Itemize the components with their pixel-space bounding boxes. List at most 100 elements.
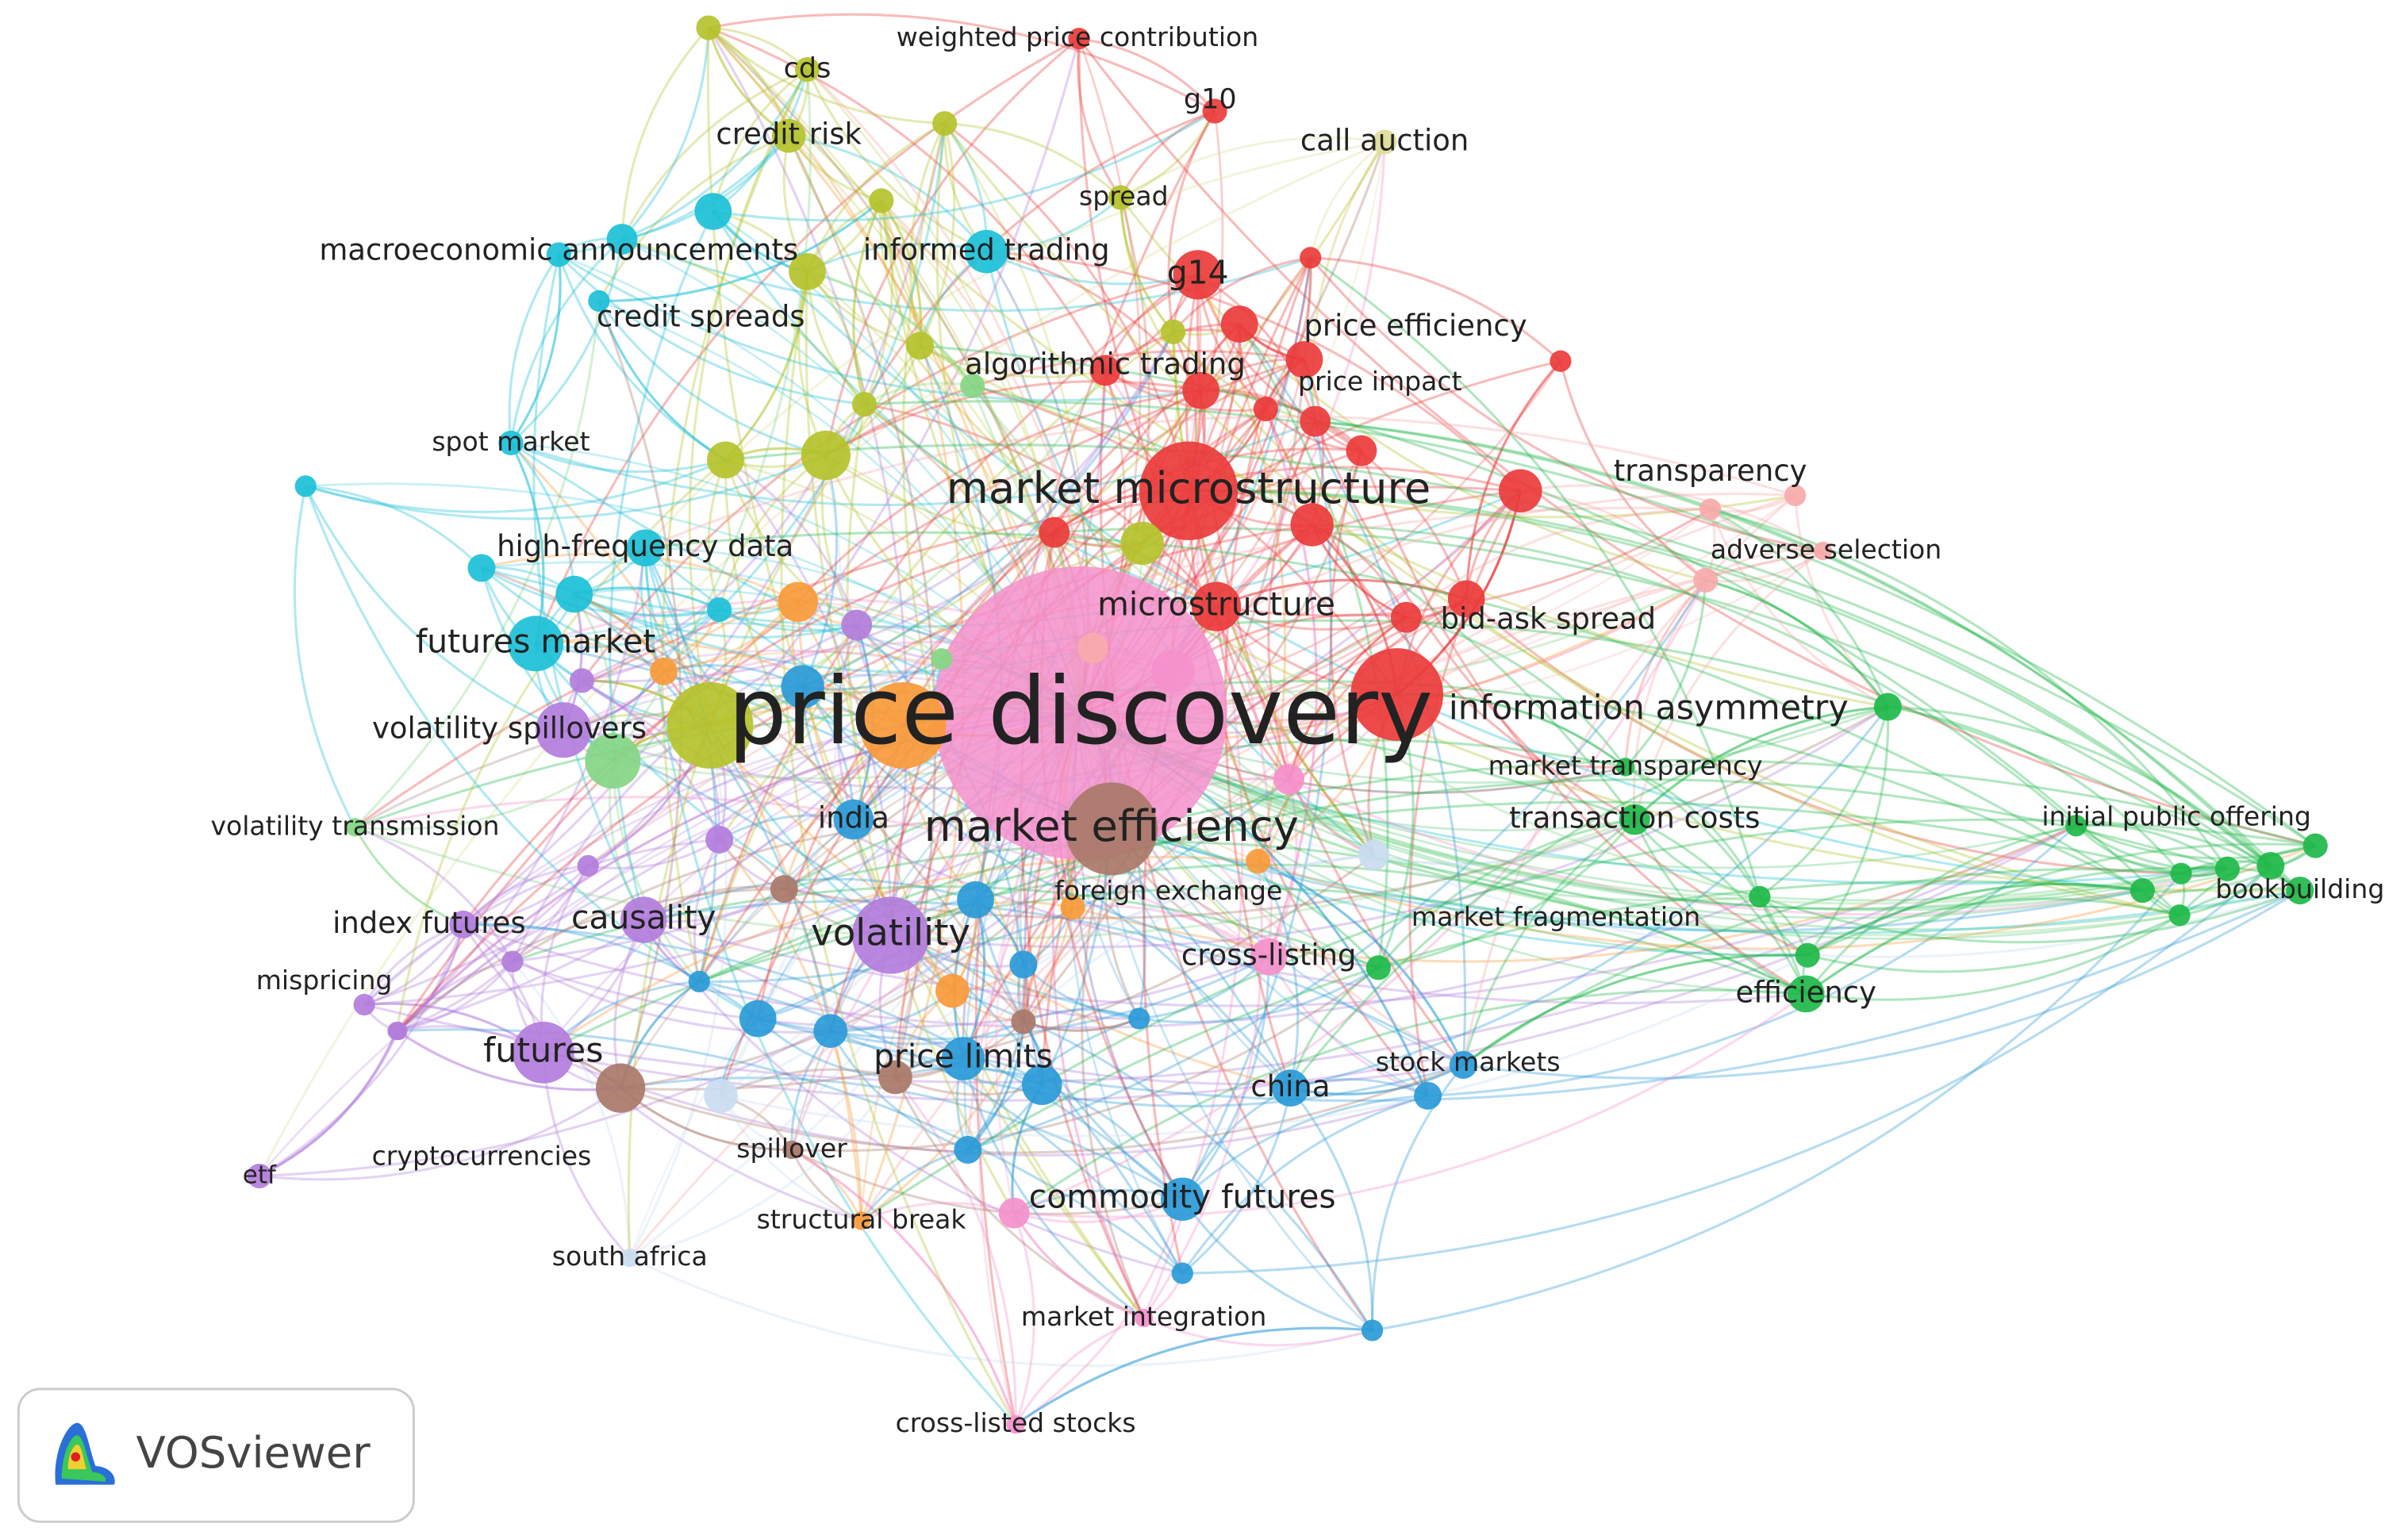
edge xyxy=(718,542,1143,841)
edge xyxy=(1072,824,2077,963)
edge xyxy=(712,109,1216,222)
node xyxy=(964,229,1008,274)
logo: VOSviewer xyxy=(17,1387,415,1523)
edge xyxy=(801,455,839,688)
edge xyxy=(864,403,1218,608)
node xyxy=(869,188,894,213)
edge xyxy=(806,68,987,253)
edge xyxy=(1794,495,1889,708)
edge xyxy=(791,1149,863,1222)
edge xyxy=(724,459,855,821)
node xyxy=(1089,355,1121,386)
edge xyxy=(2179,887,2301,917)
edge xyxy=(1709,508,1889,708)
node xyxy=(1253,397,1278,422)
node xyxy=(1077,632,1108,664)
node-label: transparency xyxy=(1614,454,1807,488)
edge xyxy=(543,800,2182,1054)
node xyxy=(577,854,599,877)
node-label: market microstructure xyxy=(947,462,1431,513)
edge xyxy=(724,271,809,461)
edge xyxy=(1805,824,2077,995)
edge xyxy=(1634,705,1888,821)
edge xyxy=(1013,988,1807,1214)
edge xyxy=(1119,198,1174,333)
edge xyxy=(1632,579,1707,820)
node xyxy=(1246,849,1271,874)
edge xyxy=(463,895,1761,1030)
node-label: informed trading xyxy=(863,233,1110,267)
node-label: cds xyxy=(784,53,831,85)
edge xyxy=(791,1149,1017,1425)
edge xyxy=(864,400,2317,847)
edge xyxy=(1264,408,1636,821)
edge xyxy=(2075,824,2182,875)
node xyxy=(1414,1081,1442,1110)
edge xyxy=(1315,420,2272,867)
edge xyxy=(880,200,923,346)
edge xyxy=(699,980,1184,1275)
node-label: adverse selection xyxy=(1711,534,1941,565)
node xyxy=(1300,405,1331,437)
edge xyxy=(807,270,974,387)
edge xyxy=(1054,526,2301,892)
edge xyxy=(1461,818,1636,1065)
edge xyxy=(824,454,1143,547)
edge xyxy=(783,840,1807,996)
node xyxy=(851,1211,871,1230)
edge xyxy=(791,1149,1017,1425)
edge xyxy=(543,824,2077,1102)
edge xyxy=(395,888,785,1032)
node xyxy=(1615,758,1635,777)
edge xyxy=(620,68,808,240)
edge xyxy=(1405,508,1711,619)
edge xyxy=(397,924,465,1032)
edge xyxy=(543,1051,1429,1157)
edge xyxy=(1080,712,2272,911)
edge xyxy=(757,1017,896,1079)
edge xyxy=(1759,889,2301,944)
edge xyxy=(1077,38,1122,198)
edge xyxy=(354,827,464,926)
edge xyxy=(643,919,1183,1275)
node-label: credit spreads xyxy=(597,299,805,333)
node-label: price discovery xyxy=(728,658,1433,766)
edge xyxy=(829,1030,969,1151)
node xyxy=(1139,441,1239,540)
edge xyxy=(806,122,946,273)
node-label: market transparency xyxy=(1488,750,1763,781)
edge xyxy=(1238,323,1389,969)
node-label: credit risk xyxy=(716,117,862,152)
edge xyxy=(697,331,1174,982)
node xyxy=(1161,319,1186,344)
edge xyxy=(1182,865,2272,1275)
edge xyxy=(791,966,1380,1153)
edge xyxy=(1314,420,1468,600)
node-label: market integration xyxy=(1021,1301,1266,1332)
edge xyxy=(1041,818,2316,1087)
edge xyxy=(509,442,576,595)
node xyxy=(707,597,732,623)
edge xyxy=(354,485,1521,829)
edge xyxy=(509,254,562,444)
edge xyxy=(985,250,1202,392)
edge xyxy=(1408,489,1522,1096)
edge xyxy=(611,761,701,983)
edge xyxy=(1120,109,1216,198)
edge xyxy=(725,443,2317,847)
edge xyxy=(967,579,1707,1151)
edge xyxy=(395,459,727,1031)
edge xyxy=(1187,490,1429,1097)
nodes xyxy=(247,15,2328,1434)
logo-box xyxy=(17,1387,415,1523)
node xyxy=(650,657,678,685)
edge xyxy=(1709,508,1889,708)
node xyxy=(1787,975,1825,1013)
edge xyxy=(1022,854,1374,1023)
edge xyxy=(1704,548,1823,581)
edge xyxy=(1181,1094,1428,1200)
edge xyxy=(1080,712,2228,911)
edge xyxy=(1290,706,1889,1090)
node-label: initial public offering xyxy=(2041,801,2311,832)
node xyxy=(1009,950,1038,979)
